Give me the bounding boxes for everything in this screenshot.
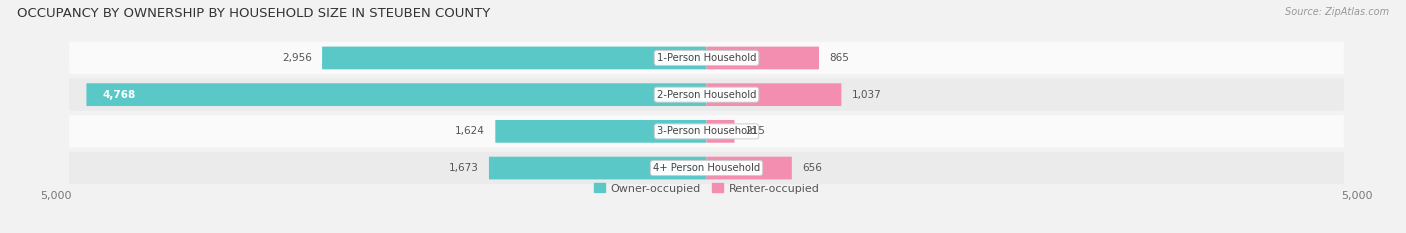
Text: 1,673: 1,673 <box>449 163 478 173</box>
FancyBboxPatch shape <box>69 79 1344 111</box>
Text: Source: ZipAtlas.com: Source: ZipAtlas.com <box>1285 7 1389 17</box>
Text: 1,037: 1,037 <box>852 90 882 100</box>
FancyBboxPatch shape <box>489 157 707 179</box>
Text: 1,624: 1,624 <box>456 126 485 136</box>
Legend: Owner-occupied, Renter-occupied: Owner-occupied, Renter-occupied <box>589 179 824 198</box>
Text: 1-Person Household: 1-Person Household <box>657 53 756 63</box>
Text: 3-Person Household: 3-Person Household <box>657 126 756 136</box>
Text: OCCUPANCY BY OWNERSHIP BY HOUSEHOLD SIZE IN STEUBEN COUNTY: OCCUPANCY BY OWNERSHIP BY HOUSEHOLD SIZE… <box>17 7 491 20</box>
FancyBboxPatch shape <box>707 157 792 179</box>
FancyBboxPatch shape <box>707 83 841 106</box>
Text: 215: 215 <box>745 126 765 136</box>
FancyBboxPatch shape <box>707 47 820 69</box>
Text: 2-Person Household: 2-Person Household <box>657 90 756 100</box>
FancyBboxPatch shape <box>69 115 1344 147</box>
FancyBboxPatch shape <box>322 47 707 69</box>
FancyBboxPatch shape <box>707 120 734 143</box>
FancyBboxPatch shape <box>86 83 707 106</box>
FancyBboxPatch shape <box>495 120 707 143</box>
FancyBboxPatch shape <box>69 152 1344 184</box>
Text: 4+ Person Household: 4+ Person Household <box>652 163 761 173</box>
Text: 656: 656 <box>803 163 823 173</box>
Text: 4,768: 4,768 <box>103 90 135 100</box>
Text: 865: 865 <box>830 53 849 63</box>
Text: 2,956: 2,956 <box>281 53 312 63</box>
FancyBboxPatch shape <box>69 42 1344 74</box>
